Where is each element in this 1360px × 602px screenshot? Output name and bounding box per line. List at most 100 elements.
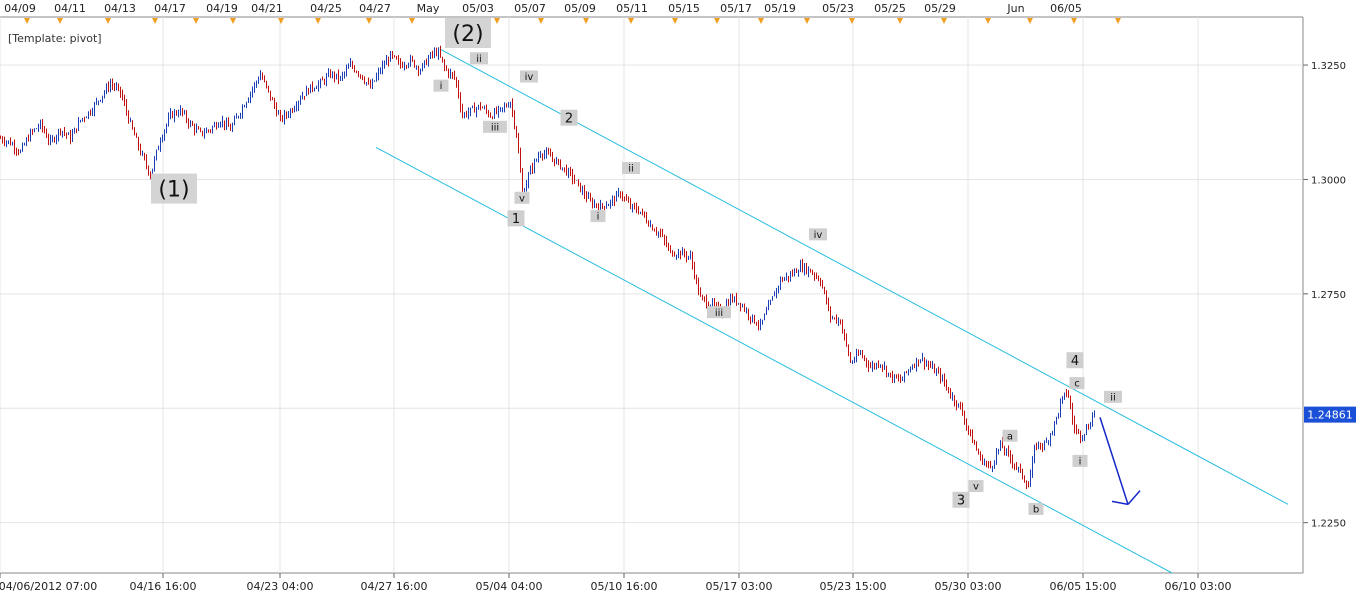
wave-label: b — [1033, 505, 1039, 516]
wave-label: i — [1079, 456, 1082, 467]
event-marker-icon — [366, 18, 372, 24]
event-marker-icon — [105, 18, 111, 24]
top-date-labels: 04/09 04/11 04/13 04/17 04/19 04/21 04/25 04/27… — [4, 2, 1082, 15]
y-tick-label: 1.2750 — [1311, 290, 1346, 301]
wave-label: iii — [491, 122, 499, 133]
wave-label-box — [445, 18, 491, 49]
wave-label: v — [973, 482, 979, 493]
bottom-date-labels: 04/06/2012 07:00 04/16 16:00 04/23 04:00 04… — [0, 573, 1231, 593]
wave-label-box — [520, 70, 538, 83]
wave-label: 3 — [957, 493, 965, 508]
event-marker-icon — [758, 18, 764, 24]
bottom-date-label: 05/10 16:00 — [591, 580, 658, 593]
wave-label: ii — [476, 54, 482, 65]
event-marker-icon — [804, 18, 810, 24]
top-date-label: 04/13 — [104, 2, 136, 15]
bottom-date-label: 05/17 03:00 — [706, 580, 773, 593]
wave-label: iv — [525, 72, 534, 83]
top-date-label: 05/25 — [874, 2, 906, 15]
top-date-label: Jun — [1006, 2, 1024, 15]
bottom-date-label: 04/06/2012 07:00 — [0, 580, 97, 593]
bottom-date-label: 06/10 03:00 — [1165, 580, 1232, 593]
event-marker-icon — [24, 18, 30, 24]
bottom-date-label: 05/30 03:00 — [935, 580, 1002, 593]
wave-label: iv — [814, 230, 823, 241]
wave-label-box — [1104, 390, 1122, 403]
wave-label-box — [483, 120, 507, 133]
top-date-label: 04/19 — [206, 2, 238, 15]
wave-label-box — [514, 191, 530, 204]
event-marker-icon — [897, 18, 903, 24]
projection-arrow — [1099, 417, 1141, 506]
wave-label: 4 — [1071, 354, 1079, 369]
wave-label: i — [597, 212, 600, 223]
top-date-label: 05/19 — [764, 2, 796, 15]
arrow-shaft — [1099, 417, 1129, 505]
wave-label-box — [622, 162, 640, 175]
top-date-label: 05/11 — [616, 2, 648, 15]
wave-label-box — [1028, 502, 1044, 515]
y-tick-label: 1.3250 — [1311, 61, 1346, 72]
wave-label-box — [151, 173, 197, 204]
wave-label: 2 — [565, 111, 573, 126]
event-marker-icon — [494, 18, 500, 24]
channel-line — [439, 48, 1289, 505]
event-marker-icon — [1115, 18, 1121, 24]
top-date-label: May — [417, 2, 440, 15]
y-tick-label: 1.3000 — [1311, 175, 1346, 186]
wave-label: i — [440, 81, 443, 92]
wave-label-box — [433, 79, 449, 92]
event-marker-icon — [985, 18, 991, 24]
wave-label-box — [1069, 377, 1085, 390]
wave-label: a — [1007, 431, 1013, 442]
wave-label-box — [1002, 429, 1018, 442]
bottom-date-label: 05/23 15:00 — [820, 580, 887, 593]
bottom-date-label: 04/27 16:00 — [361, 580, 428, 593]
top-date-label: 05/03 — [462, 2, 494, 15]
bottom-date-label: 04/16 16:00 — [130, 580, 197, 593]
top-date-label: 04/09 — [4, 2, 36, 15]
wave-label-box — [560, 109, 578, 126]
price-axis-labels: 1.3250 1.3000 1.2750 1.2250 — [1303, 61, 1346, 530]
event-marker-icon — [714, 18, 720, 24]
bottom-date-label: 04/23 04:00 — [247, 580, 314, 593]
wave-label-box — [707, 306, 731, 319]
top-date-label: 05/23 — [822, 2, 854, 15]
event-marker-icon — [583, 18, 589, 24]
wave-label-box — [952, 491, 970, 508]
event-marker-icon — [230, 18, 236, 24]
event-marker-icon — [57, 18, 63, 24]
top-date-label: 05/15 — [668, 2, 700, 15]
event-marker-icon — [409, 18, 415, 24]
top-date-label: 04/27 — [359, 2, 391, 15]
wave-label: c — [1074, 379, 1080, 390]
wave-label: v — [519, 193, 525, 204]
top-date-label: 05/07 — [514, 2, 546, 15]
wave-label: (2) — [452, 22, 483, 47]
event-marker-icon — [628, 18, 634, 24]
wave-label: ii — [1110, 392, 1116, 403]
wave-label-box — [470, 52, 488, 65]
last-price-marker: 1.24861 — [1304, 406, 1356, 423]
event-marker-icon — [1071, 18, 1077, 24]
event-marker-icon — [672, 18, 678, 24]
wave-label: 1 — [512, 212, 520, 227]
wave-label: ii — [628, 164, 634, 175]
top-date-label: 04/11 — [54, 2, 86, 15]
event-marker-icon — [538, 18, 544, 24]
last-price-value: 1.24861 — [1307, 409, 1353, 422]
vertical-grid — [0, 17, 1199, 573]
top-date-label: 06/05 — [1050, 2, 1082, 15]
price-candles — [0, 45, 1095, 490]
wave-label: (1) — [158, 178, 189, 203]
event-marker-icon — [278, 18, 284, 24]
top-date-label: 04/21 — [251, 2, 283, 15]
bottom-date-label: 06/05 15:00 — [1050, 580, 1117, 593]
wave-label-box — [590, 210, 606, 223]
y-tick-label: 1.2250 — [1311, 519, 1346, 530]
bottom-date-label: 05/04 04:00 — [476, 580, 543, 593]
arrow-head-left — [1111, 500, 1129, 506]
